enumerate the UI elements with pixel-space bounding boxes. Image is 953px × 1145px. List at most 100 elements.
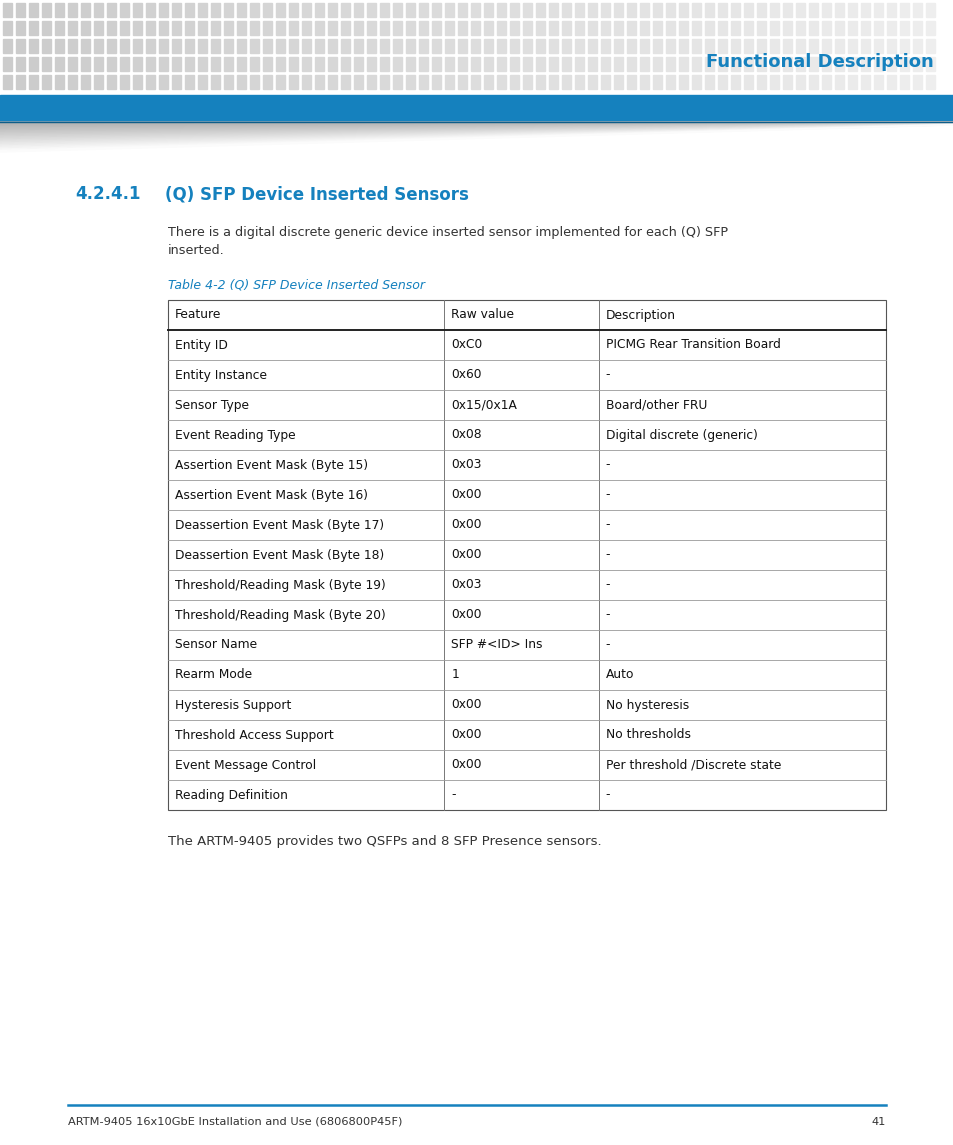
Bar — [354, 76, 363, 89]
Bar — [536, 76, 544, 89]
Text: 0x03: 0x03 — [451, 578, 481, 592]
Text: Feature: Feature — [174, 308, 221, 322]
Bar — [379, 57, 389, 71]
Bar — [185, 39, 193, 53]
Text: 0xC0: 0xC0 — [451, 339, 482, 352]
Bar — [185, 21, 193, 35]
Bar — [367, 3, 375, 17]
Bar — [42, 21, 51, 35]
Bar — [821, 76, 830, 89]
Bar — [483, 57, 493, 71]
Text: Sensor Type: Sensor Type — [174, 398, 249, 411]
Bar — [730, 21, 740, 35]
Bar — [795, 21, 804, 35]
Bar — [367, 57, 375, 71]
Text: -: - — [605, 458, 610, 472]
Bar — [795, 76, 804, 89]
Bar — [418, 76, 428, 89]
Bar — [146, 21, 154, 35]
Text: Functional Description: Functional Description — [705, 53, 933, 71]
Bar — [861, 57, 869, 71]
Polygon shape — [0, 125, 953, 148]
Text: -: - — [605, 548, 610, 561]
Bar — [626, 39, 636, 53]
Text: Assertion Event Mask (Byte 16): Assertion Event Mask (Byte 16) — [174, 489, 368, 502]
Bar — [393, 57, 401, 71]
Bar — [406, 76, 415, 89]
Bar — [314, 76, 324, 89]
Bar — [808, 76, 817, 89]
Bar — [328, 21, 336, 35]
Text: -: - — [605, 369, 610, 381]
Text: 41: 41 — [871, 1118, 885, 1127]
Text: Reading Definition: Reading Definition — [174, 789, 288, 802]
Bar — [665, 21, 675, 35]
Polygon shape — [0, 124, 953, 142]
Bar — [198, 39, 207, 53]
Bar — [289, 39, 297, 53]
Bar — [587, 76, 597, 89]
Text: Rearm Mode: Rearm Mode — [174, 669, 252, 681]
Bar — [873, 39, 882, 53]
Text: Event Reading Type: Event Reading Type — [174, 428, 295, 442]
Bar — [55, 3, 64, 17]
Bar — [483, 39, 493, 53]
Bar — [757, 21, 765, 35]
Bar — [925, 21, 934, 35]
Bar — [561, 57, 571, 71]
Bar — [354, 39, 363, 53]
Bar — [168, 300, 885, 810]
Bar — [912, 21, 921, 35]
Bar — [457, 57, 467, 71]
Bar — [510, 76, 518, 89]
Bar — [81, 76, 90, 89]
Bar — [159, 21, 168, 35]
Bar — [769, 76, 779, 89]
Bar — [718, 76, 726, 89]
Text: Sensor Name: Sensor Name — [174, 639, 257, 652]
Bar — [224, 21, 233, 35]
Bar — [575, 57, 583, 71]
Bar — [275, 21, 285, 35]
Bar — [236, 57, 246, 71]
Bar — [912, 76, 921, 89]
Text: Hysteresis Support: Hysteresis Support — [174, 698, 291, 711]
Bar — [172, 76, 181, 89]
Bar — [782, 39, 791, 53]
Bar — [224, 3, 233, 17]
Bar — [730, 57, 740, 71]
Bar — [652, 21, 661, 35]
Bar — [718, 39, 726, 53]
Bar — [483, 76, 493, 89]
Bar — [665, 76, 675, 89]
Bar — [432, 21, 440, 35]
Polygon shape — [0, 123, 953, 125]
Bar — [873, 21, 882, 35]
Bar — [275, 39, 285, 53]
Bar — [600, 39, 609, 53]
Bar — [587, 3, 597, 17]
Bar — [886, 76, 895, 89]
Bar — [808, 3, 817, 17]
Bar — [185, 3, 193, 17]
Bar — [68, 3, 77, 17]
Bar — [172, 21, 181, 35]
Bar — [600, 21, 609, 35]
Bar — [42, 57, 51, 71]
Bar — [55, 21, 64, 35]
Bar — [418, 57, 428, 71]
Bar — [834, 3, 843, 17]
Bar — [211, 76, 220, 89]
Bar — [444, 39, 454, 53]
Bar — [510, 3, 518, 17]
Bar — [782, 3, 791, 17]
Bar — [224, 57, 233, 71]
Text: No thresholds: No thresholds — [605, 728, 690, 742]
Text: (Q) SFP Device Inserted Sensors: (Q) SFP Device Inserted Sensors — [165, 185, 468, 203]
Bar — [146, 39, 154, 53]
Bar — [561, 39, 571, 53]
Bar — [536, 39, 544, 53]
Text: 4.2.4.1: 4.2.4.1 — [75, 185, 140, 203]
Bar — [782, 76, 791, 89]
Polygon shape — [0, 124, 953, 143]
